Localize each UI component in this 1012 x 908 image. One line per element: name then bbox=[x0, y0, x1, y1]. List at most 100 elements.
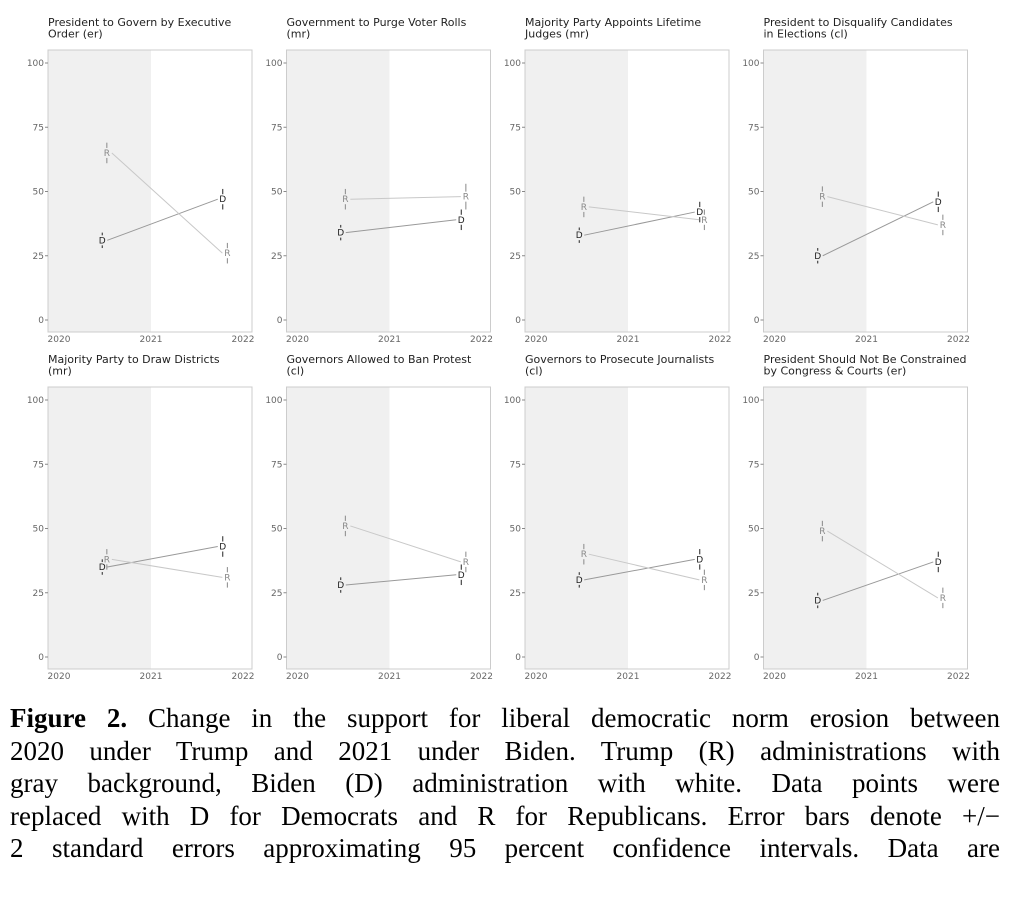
panel-title: (mr) bbox=[48, 365, 72, 378]
caption-line: Figure 2. Change in the support for libe… bbox=[10, 703, 1000, 733]
x-tick-label: 2022 bbox=[709, 672, 732, 682]
data-point-R: R bbox=[701, 576, 707, 586]
y-tick-label: 75 bbox=[510, 123, 521, 133]
panel-title: (cl) bbox=[287, 365, 305, 378]
data-point-D: D bbox=[99, 563, 106, 573]
x-tick-label: 2021 bbox=[855, 335, 878, 345]
data-point-D: D bbox=[458, 571, 465, 581]
data-point-D: D bbox=[814, 596, 821, 606]
series-line-D bbox=[584, 558, 695, 581]
x-tick-label: 2020 bbox=[525, 335, 548, 345]
y-tick-label: 100 bbox=[504, 59, 521, 69]
x-tick-label: 2022 bbox=[232, 672, 255, 682]
panel-title: (mr) bbox=[287, 28, 311, 41]
series-line-R bbox=[827, 196, 938, 226]
y-tick-label: 100 bbox=[504, 396, 521, 406]
data-point-R: R bbox=[224, 249, 230, 259]
y-tick-label: 100 bbox=[27, 59, 44, 69]
data-point-R: R bbox=[104, 555, 110, 565]
y-tick-label: 0 bbox=[277, 653, 283, 663]
y-tick-label: 0 bbox=[754, 653, 760, 663]
y-tick-label: 25 bbox=[510, 252, 521, 262]
y-tick-label: 75 bbox=[271, 460, 282, 470]
y-tick-label: 0 bbox=[38, 653, 44, 663]
data-point-R: R bbox=[342, 195, 348, 205]
x-tick-label: 2022 bbox=[232, 335, 255, 345]
data-point-D: D bbox=[814, 252, 821, 262]
x-tick-label: 2021 bbox=[855, 672, 878, 682]
trump-period-shade bbox=[48, 387, 151, 669]
y-tick-label: 50 bbox=[271, 188, 283, 198]
data-point-R: R bbox=[819, 527, 825, 537]
series-line-D bbox=[822, 561, 934, 601]
series-line-R bbox=[588, 206, 700, 221]
x-tick-label: 2022 bbox=[470, 335, 493, 345]
panel-title: Governors to Prosecute Journalists bbox=[525, 353, 715, 366]
x-tick-label: 2022 bbox=[947, 335, 970, 345]
panel-title: Majority Party to Draw Districts bbox=[48, 353, 220, 366]
data-point-D: D bbox=[458, 216, 465, 226]
figure-caption: Figure 2. Change in the support for libe… bbox=[10, 702, 1000, 865]
x-tick-label: 2020 bbox=[763, 672, 786, 682]
y-tick-label: 0 bbox=[38, 316, 44, 326]
panel: Governors Allowed to Ban Protest(cl) 0 25 5… bbox=[265, 353, 493, 682]
y-tick-label: 100 bbox=[742, 59, 759, 69]
x-tick-label: 2021 bbox=[378, 672, 401, 682]
series-line-D bbox=[107, 198, 218, 241]
data-point-D: D bbox=[696, 208, 703, 218]
series-line-R bbox=[350, 196, 461, 200]
y-tick-label: 50 bbox=[33, 188, 45, 198]
trump-period-shade bbox=[286, 387, 390, 669]
series-line-D bbox=[345, 219, 457, 234]
data-point-R: R bbox=[940, 221, 946, 231]
data-point-D: D bbox=[935, 558, 942, 568]
y-tick-label: 0 bbox=[754, 316, 760, 326]
y-tick-label: 100 bbox=[265, 396, 282, 406]
data-point-R: R bbox=[342, 522, 348, 532]
data-point-D: D bbox=[935, 198, 942, 208]
x-tick-label: 2022 bbox=[470, 672, 493, 682]
x-tick-label: 2021 bbox=[617, 335, 640, 345]
trump-period-shade bbox=[286, 50, 390, 332]
caption-line: replaced with D for Democrats and R for … bbox=[10, 800, 1000, 831]
y-tick-label: 25 bbox=[271, 589, 282, 599]
data-point-R: R bbox=[940, 594, 946, 604]
series-line-D bbox=[107, 545, 218, 568]
panel-title: Government to Purge Voter Rolls bbox=[287, 16, 467, 29]
caption-line: 2020 under Trump and 2021 under Biden. T… bbox=[10, 735, 1000, 766]
panel-title: in Elections (cl) bbox=[764, 28, 848, 41]
x-tick-label: 2020 bbox=[525, 672, 548, 682]
panel-title: President to Govern by Executive bbox=[48, 16, 231, 29]
y-tick-label: 75 bbox=[271, 123, 282, 133]
y-tick-label: 100 bbox=[742, 396, 759, 406]
panel-title: Governors Allowed to Ban Protest bbox=[287, 353, 472, 366]
y-tick-label: 75 bbox=[33, 460, 44, 470]
panel: Government to Purge Voter Rolls(mr) 0 25 50… bbox=[265, 16, 493, 345]
y-tick-label: 25 bbox=[510, 589, 521, 599]
data-point-R: R bbox=[819, 193, 825, 203]
y-tick-label: 0 bbox=[515, 316, 521, 326]
x-tick-label: 2020 bbox=[763, 335, 786, 345]
y-tick-label: 25 bbox=[271, 252, 282, 262]
data-point-R: R bbox=[224, 573, 230, 583]
y-tick-label: 25 bbox=[33, 589, 44, 599]
data-point-R: R bbox=[581, 550, 587, 560]
x-tick-label: 2021 bbox=[140, 672, 163, 682]
series-line-D bbox=[822, 201, 934, 257]
series-line-R bbox=[588, 553, 700, 581]
data-point-R: R bbox=[463, 558, 469, 568]
data-point-D: D bbox=[337, 581, 344, 591]
x-tick-label: 2021 bbox=[378, 335, 401, 345]
data-point-R: R bbox=[581, 203, 587, 213]
y-tick-label: 0 bbox=[277, 316, 283, 326]
y-tick-label: 50 bbox=[33, 525, 45, 535]
x-tick-label: 2020 bbox=[48, 672, 71, 682]
x-tick-label: 2020 bbox=[48, 335, 71, 345]
y-tick-label: 50 bbox=[271, 525, 283, 535]
series-line-R bbox=[111, 558, 223, 578]
series-line-R bbox=[111, 152, 223, 254]
